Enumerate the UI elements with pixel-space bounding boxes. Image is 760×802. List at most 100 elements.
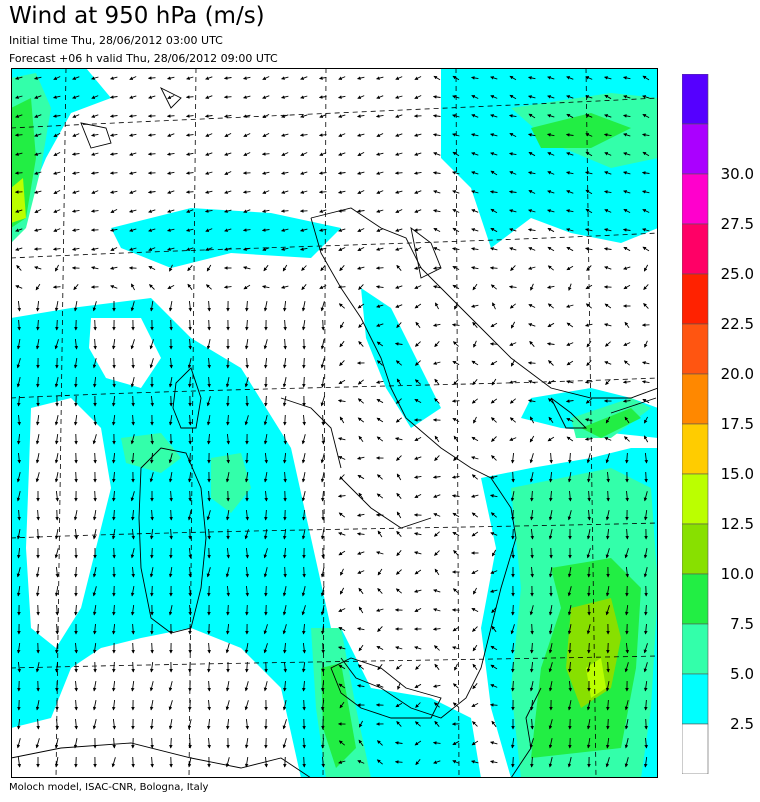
wind-arrow	[224, 133, 232, 137]
wind-arrow	[567, 700, 572, 711]
wind-arrow	[34, 76, 42, 80]
wind-arrow	[528, 76, 536, 80]
wind-arrow	[205, 152, 213, 156]
wind-arrow	[36, 509, 40, 521]
wind-arrow	[547, 285, 555, 289]
wind-arrow	[338, 247, 346, 251]
wind-arrow	[623, 360, 630, 366]
wind-arrow	[414, 379, 421, 385]
wind-arrow	[17, 452, 21, 464]
wind-arrow	[301, 301, 306, 312]
wind-arrow	[566, 304, 574, 308]
wind-arrow	[16, 376, 21, 388]
wind-arrow	[622, 399, 631, 403]
wind-arrow	[148, 247, 156, 251]
wind-arrow	[205, 76, 213, 80]
wind-arrow	[434, 378, 440, 386]
wind-arrow	[35, 700, 40, 711]
wind-arrow	[357, 190, 365, 194]
wind-arrow	[358, 606, 364, 614]
wind-arrow	[300, 190, 308, 194]
wind-arrow	[16, 490, 21, 502]
wind-arrow	[130, 604, 135, 616]
wind-arrow	[16, 529, 21, 540]
wind-arrow	[414, 360, 421, 366]
wind-arrow	[226, 433, 231, 445]
wind-arrow	[264, 395, 268, 407]
wind-arrow	[169, 490, 173, 502]
wind-shading-max	[11, 178, 621, 708]
wind-arrow	[205, 284, 212, 290]
wind-arrow	[624, 719, 629, 730]
wind-arrow	[92, 301, 97, 312]
wind-arrow	[490, 664, 498, 670]
wind-arrow	[188, 300, 193, 312]
wind-arrow	[624, 737, 629, 749]
wind-arrow	[376, 360, 383, 366]
wind-arrow	[339, 587, 345, 595]
wind-arrow	[92, 376, 97, 388]
wind-arrow	[112, 547, 116, 559]
wind-arrow	[472, 626, 478, 632]
wind-arrow	[34, 114, 42, 118]
wind-arrows	[14, 75, 650, 768]
wind-arrow	[167, 228, 175, 232]
wind-arrow	[508, 190, 517, 194]
wind-arrow	[605, 528, 610, 540]
wind-arrow	[566, 171, 574, 175]
wind-arrow	[566, 228, 574, 232]
wind-arrow	[357, 76, 365, 80]
wind-arrow	[301, 434, 306, 445]
wind-arrow	[567, 605, 572, 616]
wind-arrow	[587, 490, 591, 502]
wind-arrow	[453, 379, 459, 386]
wind-arrow	[530, 283, 534, 291]
wind-arrow	[530, 756, 534, 768]
wind-arrow	[567, 472, 572, 483]
wind-arrow	[414, 608, 422, 612]
wind-arrow	[490, 532, 498, 536]
wind-arrow	[528, 190, 536, 194]
wind-arrow	[528, 304, 536, 308]
wind-arrow	[15, 152, 23, 156]
wind-arrow	[414, 721, 421, 727]
wind-arrow	[169, 509, 173, 521]
wind-arrow	[547, 436, 555, 442]
wind-arrow	[585, 247, 593, 251]
wind-arrow	[471, 436, 479, 442]
wind-arrow	[321, 433, 326, 445]
wind-arrow	[320, 472, 325, 483]
wind-arrow	[585, 114, 593, 118]
wind-arrow	[509, 75, 517, 81]
wind-arrow	[338, 740, 345, 746]
wind-arrow	[434, 455, 440, 462]
wind-arrow	[338, 608, 346, 612]
wind-arrow	[167, 171, 175, 175]
wind-arrow	[17, 414, 21, 426]
wind-arrow	[547, 265, 554, 271]
wind-arrow	[644, 471, 648, 483]
wind-arrow	[204, 114, 213, 118]
wind-arrow	[357, 228, 365, 232]
wind-arrow	[357, 456, 365, 460]
wind-arrow	[567, 624, 572, 635]
wind-arrow	[243, 284, 251, 290]
wind-arrow	[509, 380, 517, 384]
wind-arrow	[453, 435, 459, 443]
wind-arrow	[281, 171, 289, 175]
wind-arrow	[338, 133, 346, 137]
wind-arrow	[414, 247, 422, 251]
wind-arrow	[72, 247, 80, 251]
wind-arrow	[451, 323, 460, 327]
wind-arrow	[35, 300, 40, 312]
wind-arrow	[92, 434, 97, 445]
wind-arrow	[511, 547, 515, 559]
wind-arrow	[282, 528, 287, 540]
wind-arrow	[110, 285, 118, 289]
wind-arrow	[71, 152, 80, 156]
legend-swatch	[682, 373, 709, 425]
wind-arrow	[72, 76, 80, 80]
wind-arrow	[528, 113, 536, 119]
wind-arrow	[490, 170, 498, 176]
wind-arrow	[131, 661, 135, 673]
